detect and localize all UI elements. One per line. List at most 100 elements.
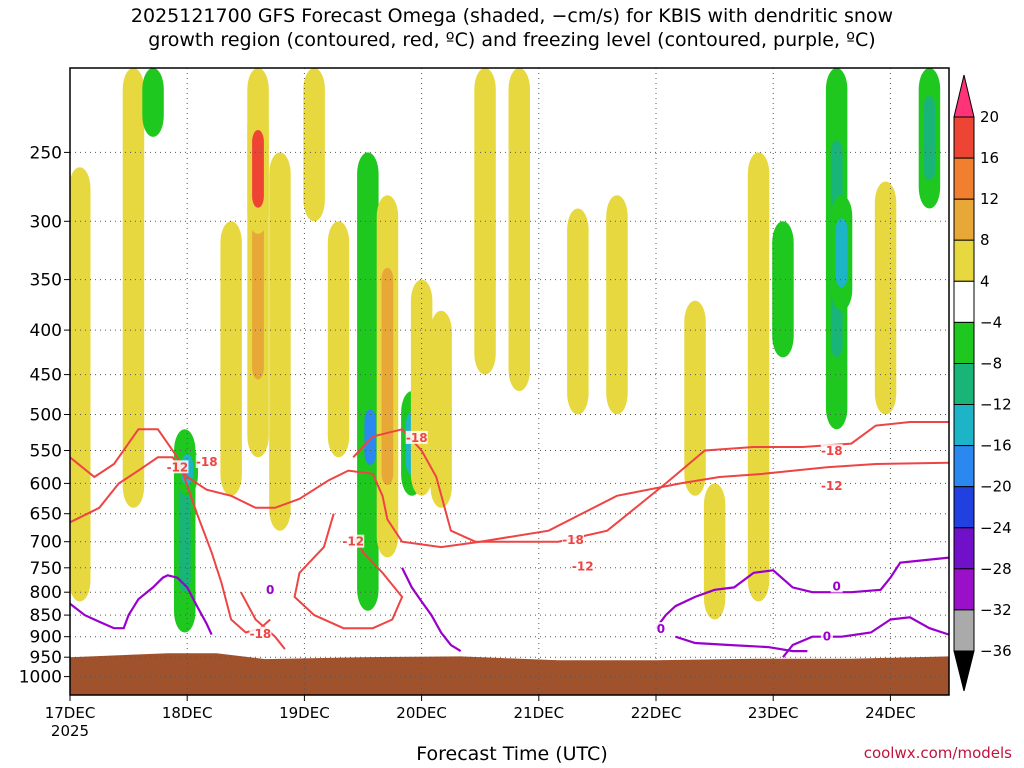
colorbar-label: −4 xyxy=(980,313,1002,331)
dgz-contour-label: -18 xyxy=(562,533,584,547)
y-tick-label: 750 xyxy=(30,559,62,579)
colorbar-top-arrow xyxy=(953,74,975,118)
omega-cell xyxy=(269,152,291,531)
colorbar-segment xyxy=(953,609,975,652)
dgz-contour-label: -12 xyxy=(572,559,594,573)
dgz-label-bg xyxy=(571,559,594,573)
omega-cell xyxy=(606,195,628,415)
dgz-label-bg xyxy=(166,460,189,474)
y-tick-label: 500 xyxy=(30,406,62,426)
x-tick-label: 23DEC xyxy=(748,704,799,722)
dgz-contour xyxy=(70,428,271,634)
y-tick-label: 600 xyxy=(30,474,62,494)
omega-cell xyxy=(327,221,350,458)
y-tick-label: 300 xyxy=(30,212,62,232)
colorbar-segment xyxy=(953,280,975,323)
omega-core xyxy=(364,409,377,465)
x-tick-label: 19DEC xyxy=(279,704,330,722)
dgz-label-bg xyxy=(820,444,843,458)
chart-title-line2: growth region (contoured, red, ºC) and f… xyxy=(148,29,876,51)
dgz-contour xyxy=(293,513,404,630)
y-tick-label: 950 xyxy=(30,648,62,668)
freezing-contour xyxy=(782,616,949,658)
terrain-surface xyxy=(70,653,949,695)
chart-title-line1: 2025121700 GFS Forecast Omega (shaded, −… xyxy=(130,5,894,27)
freezing-label-bg xyxy=(264,582,277,596)
colorbar-label: 8 xyxy=(980,231,990,249)
colorbar-bottom-arrow xyxy=(953,650,975,692)
omega-core xyxy=(252,130,264,208)
dgz-contour-label: -12 xyxy=(821,479,843,493)
axes: 2503003504004505005506006507007508008509… xyxy=(19,67,950,740)
colorbar-label: −36 xyxy=(980,642,1012,660)
freezing-contour xyxy=(675,635,808,653)
dgz-label-bg xyxy=(195,455,218,469)
y-tick-label: 900 xyxy=(30,628,62,648)
colorbar-label: −12 xyxy=(980,396,1012,414)
x-tick-year: 2025 xyxy=(51,722,89,740)
freezing-label-bg xyxy=(820,629,833,643)
omega-cell xyxy=(220,221,242,496)
freezing-contour-label: 0 xyxy=(266,583,274,597)
freezing-label-bg xyxy=(830,579,843,593)
contours: -12 -18 -18 -12 -18 -12 -18 -18 -12 0 0 0 0 xyxy=(70,421,949,658)
dgz-label-bg xyxy=(249,626,272,640)
colorbar-segment xyxy=(953,239,975,282)
omega-cell xyxy=(70,167,91,602)
colorbar-label: −8 xyxy=(980,355,1002,373)
credit-link[interactable]: coolwx.com/models xyxy=(863,744,1012,762)
colorbar-label: −28 xyxy=(980,560,1012,578)
freezing-contour xyxy=(655,556,949,629)
dgz-label-bg xyxy=(820,478,843,492)
dgz-label-bg xyxy=(561,533,584,547)
colorbar-label: 20 xyxy=(980,108,999,126)
freezing-label-bg xyxy=(654,622,667,636)
omega-cell xyxy=(703,483,726,620)
dgz-label-bg xyxy=(405,430,428,444)
omega-cell xyxy=(567,208,589,415)
freezing-contour-label: 0 xyxy=(823,630,831,644)
colorbar-segment xyxy=(953,363,975,406)
dgz-contour-label: -18 xyxy=(250,627,272,641)
dgz-contour-label: -12 xyxy=(167,460,189,474)
colorbar-label: −24 xyxy=(980,519,1012,537)
x-tick-label: 24DEC xyxy=(865,704,916,722)
dgz-contour-label: -18 xyxy=(406,431,428,445)
colorbar-label: 4 xyxy=(980,272,990,290)
colorbar-label: −32 xyxy=(980,601,1012,619)
freezing-contour-label: 0 xyxy=(833,579,841,593)
y-tick-label: 550 xyxy=(30,442,62,462)
omega-cell xyxy=(122,68,145,508)
colorbar-segment xyxy=(953,404,975,447)
colorbar-segment xyxy=(953,568,975,611)
colorbar-segment xyxy=(953,116,975,159)
omega-shading xyxy=(70,68,941,633)
y-tick-label: 800 xyxy=(30,583,62,603)
dgz-contour xyxy=(70,456,949,549)
dgz-label-bg xyxy=(342,534,365,548)
omega-core xyxy=(381,267,394,486)
dgz-contour-label: -18 xyxy=(821,444,843,458)
dgz-contour-label: -12 xyxy=(342,535,364,549)
x-tick-label: 17DEC xyxy=(45,704,96,722)
y-tick-label: 350 xyxy=(30,271,62,291)
y-tick-label: 850 xyxy=(30,606,62,626)
colorbar-label: −16 xyxy=(980,437,1012,455)
terrain-fill xyxy=(70,653,949,695)
omega-core xyxy=(178,469,191,592)
colorbar-segment xyxy=(953,198,975,241)
x-tick-label: 20DEC xyxy=(396,704,447,722)
omega-cell xyxy=(747,152,770,602)
omega-cell xyxy=(142,68,164,137)
colorbar-segment xyxy=(953,445,975,488)
colorbar-label: 12 xyxy=(980,190,999,208)
x-tick-label: 21DEC xyxy=(514,704,565,722)
colorbar-segment xyxy=(953,321,975,364)
omega-core xyxy=(835,218,848,288)
colorbar-segment xyxy=(953,486,975,529)
x-axis-label: Forecast Time (UTC) xyxy=(416,743,608,765)
y-tick-label: 450 xyxy=(30,366,62,386)
y-tick-label: 1000 xyxy=(19,668,62,688)
y-tick-label: 700 xyxy=(30,533,62,553)
